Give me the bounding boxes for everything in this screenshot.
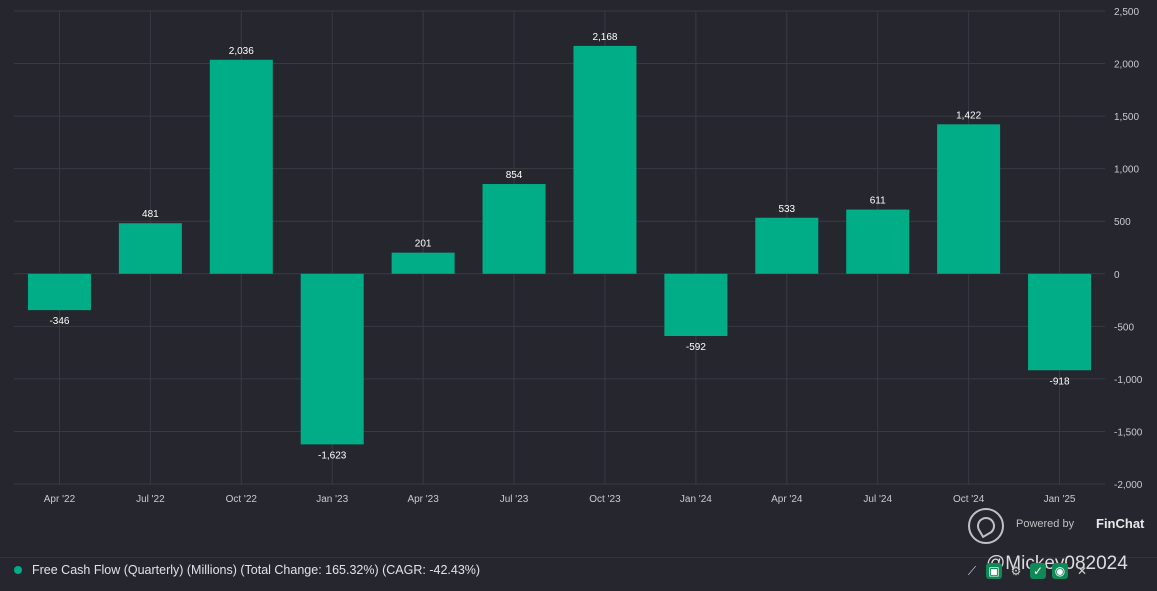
y-tick-label: 1,500 [1114, 112, 1139, 123]
bar[interactable] [664, 273, 728, 337]
x-tick-label: Jan '23 [316, 494, 348, 505]
tiger-logo-icon [968, 508, 1004, 544]
y-tick-label: -1,500 [1114, 427, 1143, 438]
y-tick-label: 500 [1114, 217, 1131, 228]
footer-divider [0, 557, 1157, 558]
y-axis-ticks: 2,500 2,000 1,500 1,000 500 0 -500 -1,000 -1,500… [1114, 7, 1143, 491]
data-label: 533 [778, 204, 795, 215]
check-icon[interactable]: ✓ [1030, 563, 1046, 579]
x-tick-label: Apr '22 [44, 494, 76, 505]
x-tick-label: Apr '24 [771, 494, 803, 505]
data-label: 201 [415, 239, 432, 250]
eye-icon[interactable]: ◉ [1052, 563, 1068, 579]
data-label: 2,168 [592, 32, 617, 43]
finchat-brand: FinChat [1096, 516, 1145, 531]
x-tick-label: Jul '22 [136, 494, 165, 505]
x-tick-label: Oct '24 [953, 494, 985, 505]
chart-toolbar: ⟋ ▣ ⚙ ✓ ◉ ✕ [964, 563, 1090, 579]
data-label: -592 [686, 342, 706, 353]
bar[interactable] [937, 124, 1001, 274]
powered-by-text: Powered by [1016, 518, 1075, 530]
y-tick-label: 0 [1114, 270, 1120, 281]
bar[interactable] [27, 273, 91, 311]
data-label: 854 [506, 170, 523, 181]
data-label: 611 [870, 196, 886, 207]
x-tick-label: Jul '24 [863, 494, 892, 505]
data-label: -1,623 [318, 450, 347, 461]
settings-icon[interactable]: ⚙ [1010, 564, 1022, 578]
legend[interactable]: Free Cash Flow (Quarterly) (Millions) (T… [14, 563, 480, 577]
y-tick-label: -500 [1114, 322, 1134, 333]
y-tick-label: -2,000 [1114, 480, 1143, 491]
x-tick-label: Oct '22 [226, 494, 258, 505]
data-label: 2,036 [229, 46, 254, 57]
data-label: -346 [49, 316, 69, 327]
bar[interactable] [209, 59, 273, 274]
close-icon[interactable]: ✕ [1076, 564, 1088, 578]
x-tick-label: Jan '24 [680, 494, 712, 505]
x-axis-ticks: Apr '22 Jul '22 Oct '22 Jan '23 Apr '23 Jul '… [44, 494, 1076, 505]
bar-chart: 2,500 2,000 1,500 1,000 500 0 -500 -1,000 -1,500… [14, 7, 1143, 505]
data-label: 481 [142, 209, 159, 220]
x-tick-label: Apr '23 [407, 494, 439, 505]
trend-icon[interactable]: ⟋ [967, 563, 977, 578]
watermark: Powered by FinChat [968, 508, 1148, 548]
bar[interactable] [118, 223, 182, 274]
bar[interactable] [391, 252, 455, 274]
x-tick-label: Jul '23 [500, 494, 529, 505]
data-label: 1,422 [956, 110, 981, 121]
x-tick-label: Jan '25 [1044, 494, 1076, 505]
x-tick-label: Oct '23 [589, 494, 621, 505]
data-label: -918 [1050, 376, 1070, 387]
y-tick-label: -1,000 [1114, 375, 1143, 386]
bars [27, 45, 1092, 445]
y-tick-label: 2,500 [1114, 7, 1139, 18]
bar[interactable] [846, 209, 910, 274]
legend-label: Free Cash Flow (Quarterly) (Millions) (T… [32, 563, 481, 577]
bar[interactable] [755, 217, 819, 274]
bar[interactable] [1028, 273, 1092, 371]
save-icon[interactable]: ▣ [986, 563, 1002, 579]
legend-marker [14, 566, 22, 574]
data-labels: -346 481 2,036 -1,623 201 854 2,168 -592 533 611 1… [49, 32, 1070, 461]
y-tick-label: 1,000 [1114, 165, 1139, 176]
y-tick-label: 2,000 [1114, 60, 1139, 71]
bar[interactable] [300, 273, 364, 445]
bar[interactable] [482, 184, 546, 274]
bar[interactable] [573, 45, 637, 274]
